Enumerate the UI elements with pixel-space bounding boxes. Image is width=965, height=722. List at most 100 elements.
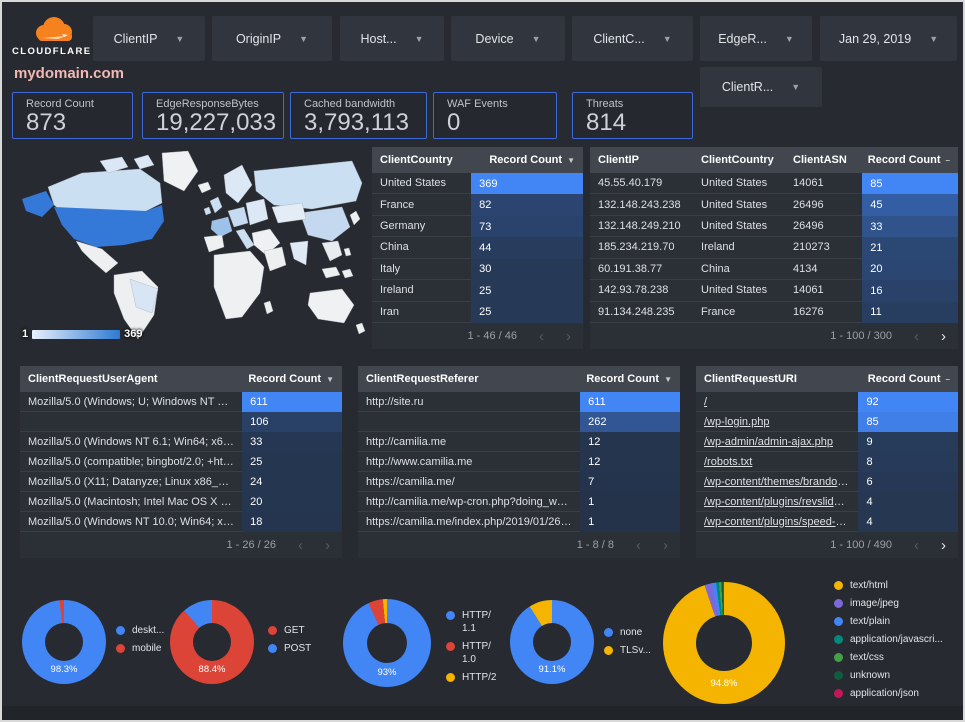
donut-chart-http-protocol[interactable]: 93% [343,599,431,687]
table-row[interactable]: 132.148.243.238 United States 26496 45 [590,194,958,216]
table-row[interactable]: http://www.camilia.me 12 [358,452,680,472]
legend-item-text-html[interactable]: text/html [834,580,943,593]
column-header-record-count[interactable]: Record Count – [862,147,958,173]
uri-link[interactable]: /wp-content/plugins/revslider/rs-p... [704,495,851,508]
legend-item-post[interactable]: POST [268,643,311,656]
column-header-record-count[interactable]: Record Count ▼ [580,366,680,392]
column-header-record-count[interactable]: Record Count ▼ [471,147,583,173]
filter-chip-clientip[interactable]: ClientIP ▼ [93,16,205,61]
table-row[interactable]: http://camilia.me 12 [358,432,680,452]
pagination-prev-button[interactable]: ‹ [914,536,919,554]
legend-item-image-jpeg[interactable]: image/jpeg [834,598,943,611]
country-germany [227,206,249,228]
table-row[interactable]: /wp-content/plugins/speed-booste... 4 [696,512,958,532]
table-row[interactable]: Mozilla/5.0 (Windows; U; Windows NT 5.1;… [20,392,342,412]
table-row[interactable]: Ireland 25 [372,280,583,302]
uri-link[interactable]: / [704,395,708,408]
table-row[interactable]: France 82 [372,194,583,216]
legend-item-http-1-0[interactable]: HTTP/ 1.0 [446,641,496,666]
table-row[interactable]: 262 [358,412,680,432]
table-row[interactable]: 185.234.219.70 Ireland 210273 21 [590,237,958,259]
legend-item-none[interactable]: none [604,627,651,640]
uri-link[interactable]: /robots.txt [704,455,753,468]
table-row[interactable]: Germany 73 [372,215,583,238]
column-header-record-count[interactable]: Record Count – [858,366,958,392]
table-row[interactable]: Iran 25 [372,301,583,323]
table-row[interactable]: China 44 [372,237,583,259]
legend-item-tlsv[interactable]: TLSv... [604,645,651,658]
table-row[interactable]: Mozilla/5.0 (compatible; bingbot/2.0; +h… [20,452,342,472]
table-client-request-uri: ClientRequestURI Record Count – / 92/wp-logi… [696,366,958,558]
table-row[interactable]: http://camilia.me/wp-cron.php?doing_wp_c… [358,492,680,512]
table-row[interactable]: 106 [20,412,342,432]
table-row[interactable]: Italy 30 [372,258,583,281]
column-header-record-count[interactable]: Record Count ▼ [242,366,342,392]
filter-chip-clientc[interactable]: ClientC... ▼ [572,16,693,61]
table-row[interactable]: Mozilla/5.0 (Windows NT 10.0; Win64; x64… [20,512,342,532]
uri-link[interactable]: /wp-content/themes/brandon/plu... [704,475,850,488]
world-map[interactable] [12,148,367,346]
column-header-clientcountry[interactable]: ClientCountry [693,147,785,173]
pagination-next-button[interactable]: › [325,536,330,554]
column-header-clientasn[interactable]: ClientASN [785,147,862,173]
table-row[interactable]: 132.148.249.210 United States 26496 33 [590,215,958,238]
table-row[interactable]: /wp-admin/admin-ajax.php 9 [696,432,958,452]
pagination-prev-button[interactable]: ‹ [636,536,641,554]
table-row[interactable]: 91.134.248.235 France 16276 11 [590,301,958,323]
table-row[interactable]: 142.93.78.238 United States 14061 16 [590,280,958,302]
donut-chart-device-type[interactable]: 98.3% [22,600,106,684]
pagination-next-button[interactable]: › [941,536,946,554]
geo-map-chart[interactable]: 1 369 [12,148,367,346]
donut-chart-content-type[interactable]: 94.8% [663,582,785,704]
table-row[interactable]: https://camilia.me/7 [358,472,680,492]
filter-chip-host[interactable]: Host... ▼ [340,16,444,61]
table-row[interactable]: /robots.txt 8 [696,452,958,472]
table-row[interactable]: http://site.ru 611 [358,392,680,412]
legend-item-text-css[interactable]: text/css [834,652,943,665]
pagination-prev-button[interactable]: ‹ [298,536,303,554]
table-row[interactable]: Mozilla/5.0 (Macintosh; Intel Mac OS X 1… [20,492,342,512]
table-row[interactable]: 60.191.38.77 China 4134 20 [590,258,958,281]
column-header-clientip[interactable]: ClientIP [590,147,693,173]
legend-item-http-1-1[interactable]: HTTP/ 1.1 [446,610,496,635]
column-header-clientcountry[interactable]: ClientCountry [372,147,471,173]
legend-item-application-javascri[interactable]: application/javascri... [834,634,943,647]
filter-chip-device[interactable]: Device ▼ [451,16,565,61]
pagination-prev-button[interactable]: ‹ [539,327,544,345]
uri-link[interactable]: /wp-content/plugins/speed-booste... [704,515,850,528]
table-row[interactable]: / 92 [696,392,958,412]
legend-item-deskt[interactable]: deskt... [116,625,164,638]
pagination-next-button[interactable]: › [663,536,668,554]
date-range-picker[interactable]: Jan 29, 2019 ▼ [820,16,957,61]
filter-chip-clientr[interactable]: ClientR... ▼ [700,67,822,107]
legend-item-text-plain[interactable]: text/plain [834,616,943,629]
column-header-clientrequestuseragent[interactable]: ClientRequestUserAgent [20,366,242,392]
table-row[interactable]: Mozilla/5.0 (Windows NT 6.1; Win64; x64;… [20,432,342,452]
pagination-prev-button[interactable]: ‹ [914,327,919,345]
donut-chart-request-method[interactable]: 88.4% [170,600,254,684]
pagination-next-button[interactable]: › [566,327,571,345]
legend-item-get[interactable]: GET [268,625,311,638]
legend-item-mobile[interactable]: mobile [116,643,164,656]
filter-chip-originip[interactable]: OriginIP ▼ [212,16,332,61]
legend-item-unknown[interactable]: unknown [834,670,943,683]
table-row[interactable]: https://camilia.me/index.php/2019/01/26/… [358,512,680,532]
table-cell: 132.148.243.238 [590,194,694,216]
table-row[interactable]: /wp-content/themes/brandon/plu... 6 [696,472,958,492]
uri-link[interactable]: /wp-admin/admin-ajax.php [704,435,834,448]
cell-text: 16276 [793,305,824,318]
table-row[interactable]: 45.55.40.179 United States 14061 85 [590,173,958,195]
table-row[interactable]: United States 369 [372,173,583,195]
legend-item-http-2[interactable]: HTTP/2 [446,672,496,685]
filter-label: Host... [360,31,397,46]
column-header-clientrequesturi[interactable]: ClientRequestURI [696,366,858,392]
uri-link[interactable]: /wp-login.php [704,415,770,428]
table-row[interactable]: /wp-content/plugins/revslider/rs-p... 4 [696,492,958,512]
table-row[interactable]: Mozilla/5.0 (X11; Datanyze; Linux x86_64… [20,472,342,492]
legend-item-application-json[interactable]: application/json [834,688,943,701]
pagination-next-button[interactable]: › [941,327,946,345]
donut-chart-tls-version[interactable]: 91.1% [510,600,594,684]
filter-chip-edger[interactable]: EdgeR... ▼ [700,16,812,61]
table-row[interactable]: /wp-login.php 85 [696,412,958,432]
column-header-clientrequestreferer[interactable]: ClientRequestReferer [358,366,580,392]
